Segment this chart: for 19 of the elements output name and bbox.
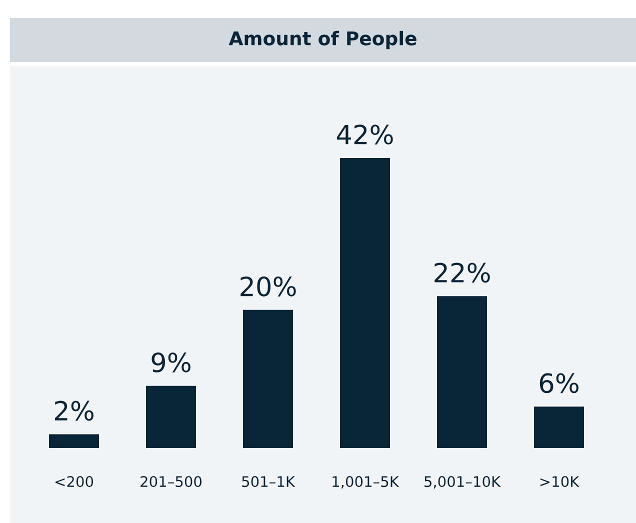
data-label: 9% bbox=[152, 352, 190, 372]
x-tick-label: 201–500 bbox=[140, 476, 202, 488]
x-tick-label: 501–1K bbox=[242, 476, 296, 488]
bar bbox=[49, 434, 99, 448]
data-label: 6% bbox=[540, 373, 578, 394]
bar bbox=[146, 386, 196, 448]
chart-title: Amount of People bbox=[228, 30, 416, 50]
bar bbox=[437, 296, 487, 448]
data-label: 22% bbox=[434, 262, 490, 283]
bar bbox=[243, 310, 293, 448]
data-label: 42% bbox=[336, 124, 393, 145]
x-tick-label: 1,001–5K bbox=[332, 476, 400, 489]
x-tick-label: >10K bbox=[540, 476, 580, 488]
data-label: 20% bbox=[240, 276, 296, 296]
x-tick-label: <200 bbox=[56, 476, 94, 488]
bar bbox=[340, 158, 390, 448]
bar bbox=[534, 406, 584, 448]
data-label: 2% bbox=[55, 400, 94, 421]
x-tick-label: 5,001–10K bbox=[424, 476, 501, 489]
